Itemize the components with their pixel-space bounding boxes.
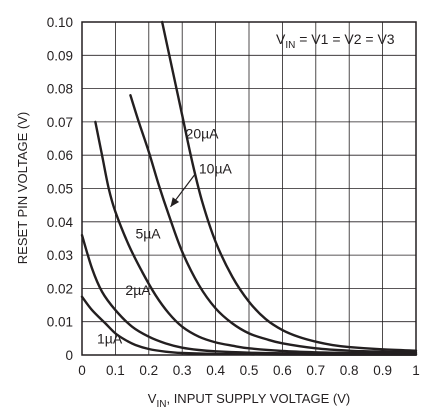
x-tick-label: 0.1	[106, 363, 125, 378]
y-tick-label: 0.02	[47, 281, 73, 296]
x-tick-label: 0	[78, 363, 86, 378]
y-tick-label: 0.05	[47, 182, 73, 197]
series-line	[94, 120, 418, 355]
arrow-head	[170, 197, 180, 207]
x-tick-label: 0.7	[306, 363, 325, 378]
curve-label: 2µA	[125, 282, 151, 298]
y-tick-label: 0.03	[47, 248, 73, 263]
curve-label: 1µA	[97, 330, 123, 346]
callout-arrow	[170, 173, 197, 208]
curve-labels: 20µA 10µA 5µA 2µA 1µA	[97, 126, 233, 347]
series-line	[160, 20, 418, 352]
series-line	[80, 233, 418, 356]
y-tick-label: 0.01	[47, 315, 73, 330]
y-tick-label: 0.08	[47, 82, 73, 97]
condition-annotation: VIN = V1 = V2 = V3	[276, 31, 395, 51]
y-tick-label: 0.06	[47, 148, 73, 163]
series-lines	[80, 20, 418, 356]
x-tick-label: 0.9	[373, 363, 392, 378]
x-tick-label: 0.4	[206, 363, 225, 378]
x-tick-labels: 0 0.1 0.2 0.3 0.4 0.5 0.6 0.7 0.8 0.9 1	[78, 363, 420, 378]
curve-label: 20µA	[186, 126, 220, 142]
y-axis-label: RESET PIN VOLTAGE (V)	[15, 112, 30, 264]
curve-label: 5µA	[135, 225, 161, 241]
y-tick-labels: 0 0.01 0.02 0.03 0.04 0.05 0.06 0.07 0.08 0.09 0.1…	[47, 15, 74, 363]
curve-label: 10µA	[199, 161, 233, 177]
x-tick-label: 0.5	[240, 363, 259, 378]
x-axis-label: VIN, INPUT SUPPLY VOLTAGE (V)	[148, 391, 350, 410]
series-line	[129, 94, 418, 354]
x-tick-label: 0.6	[273, 363, 292, 378]
x-tick-label: 0.3	[173, 363, 192, 378]
x-tick-label: 0.8	[340, 363, 359, 378]
y-tick-label: 0.09	[47, 48, 73, 63]
y-tick-label: 0	[65, 348, 73, 363]
y-tick-label: 0.07	[47, 115, 73, 130]
y-tick-label: 0.10	[47, 15, 73, 30]
x-tick-label: 1	[412, 363, 420, 378]
gridlines	[82, 22, 416, 355]
y-tick-label: 0.04	[47, 215, 74, 230]
x-tick-label: 0.2	[139, 363, 158, 378]
